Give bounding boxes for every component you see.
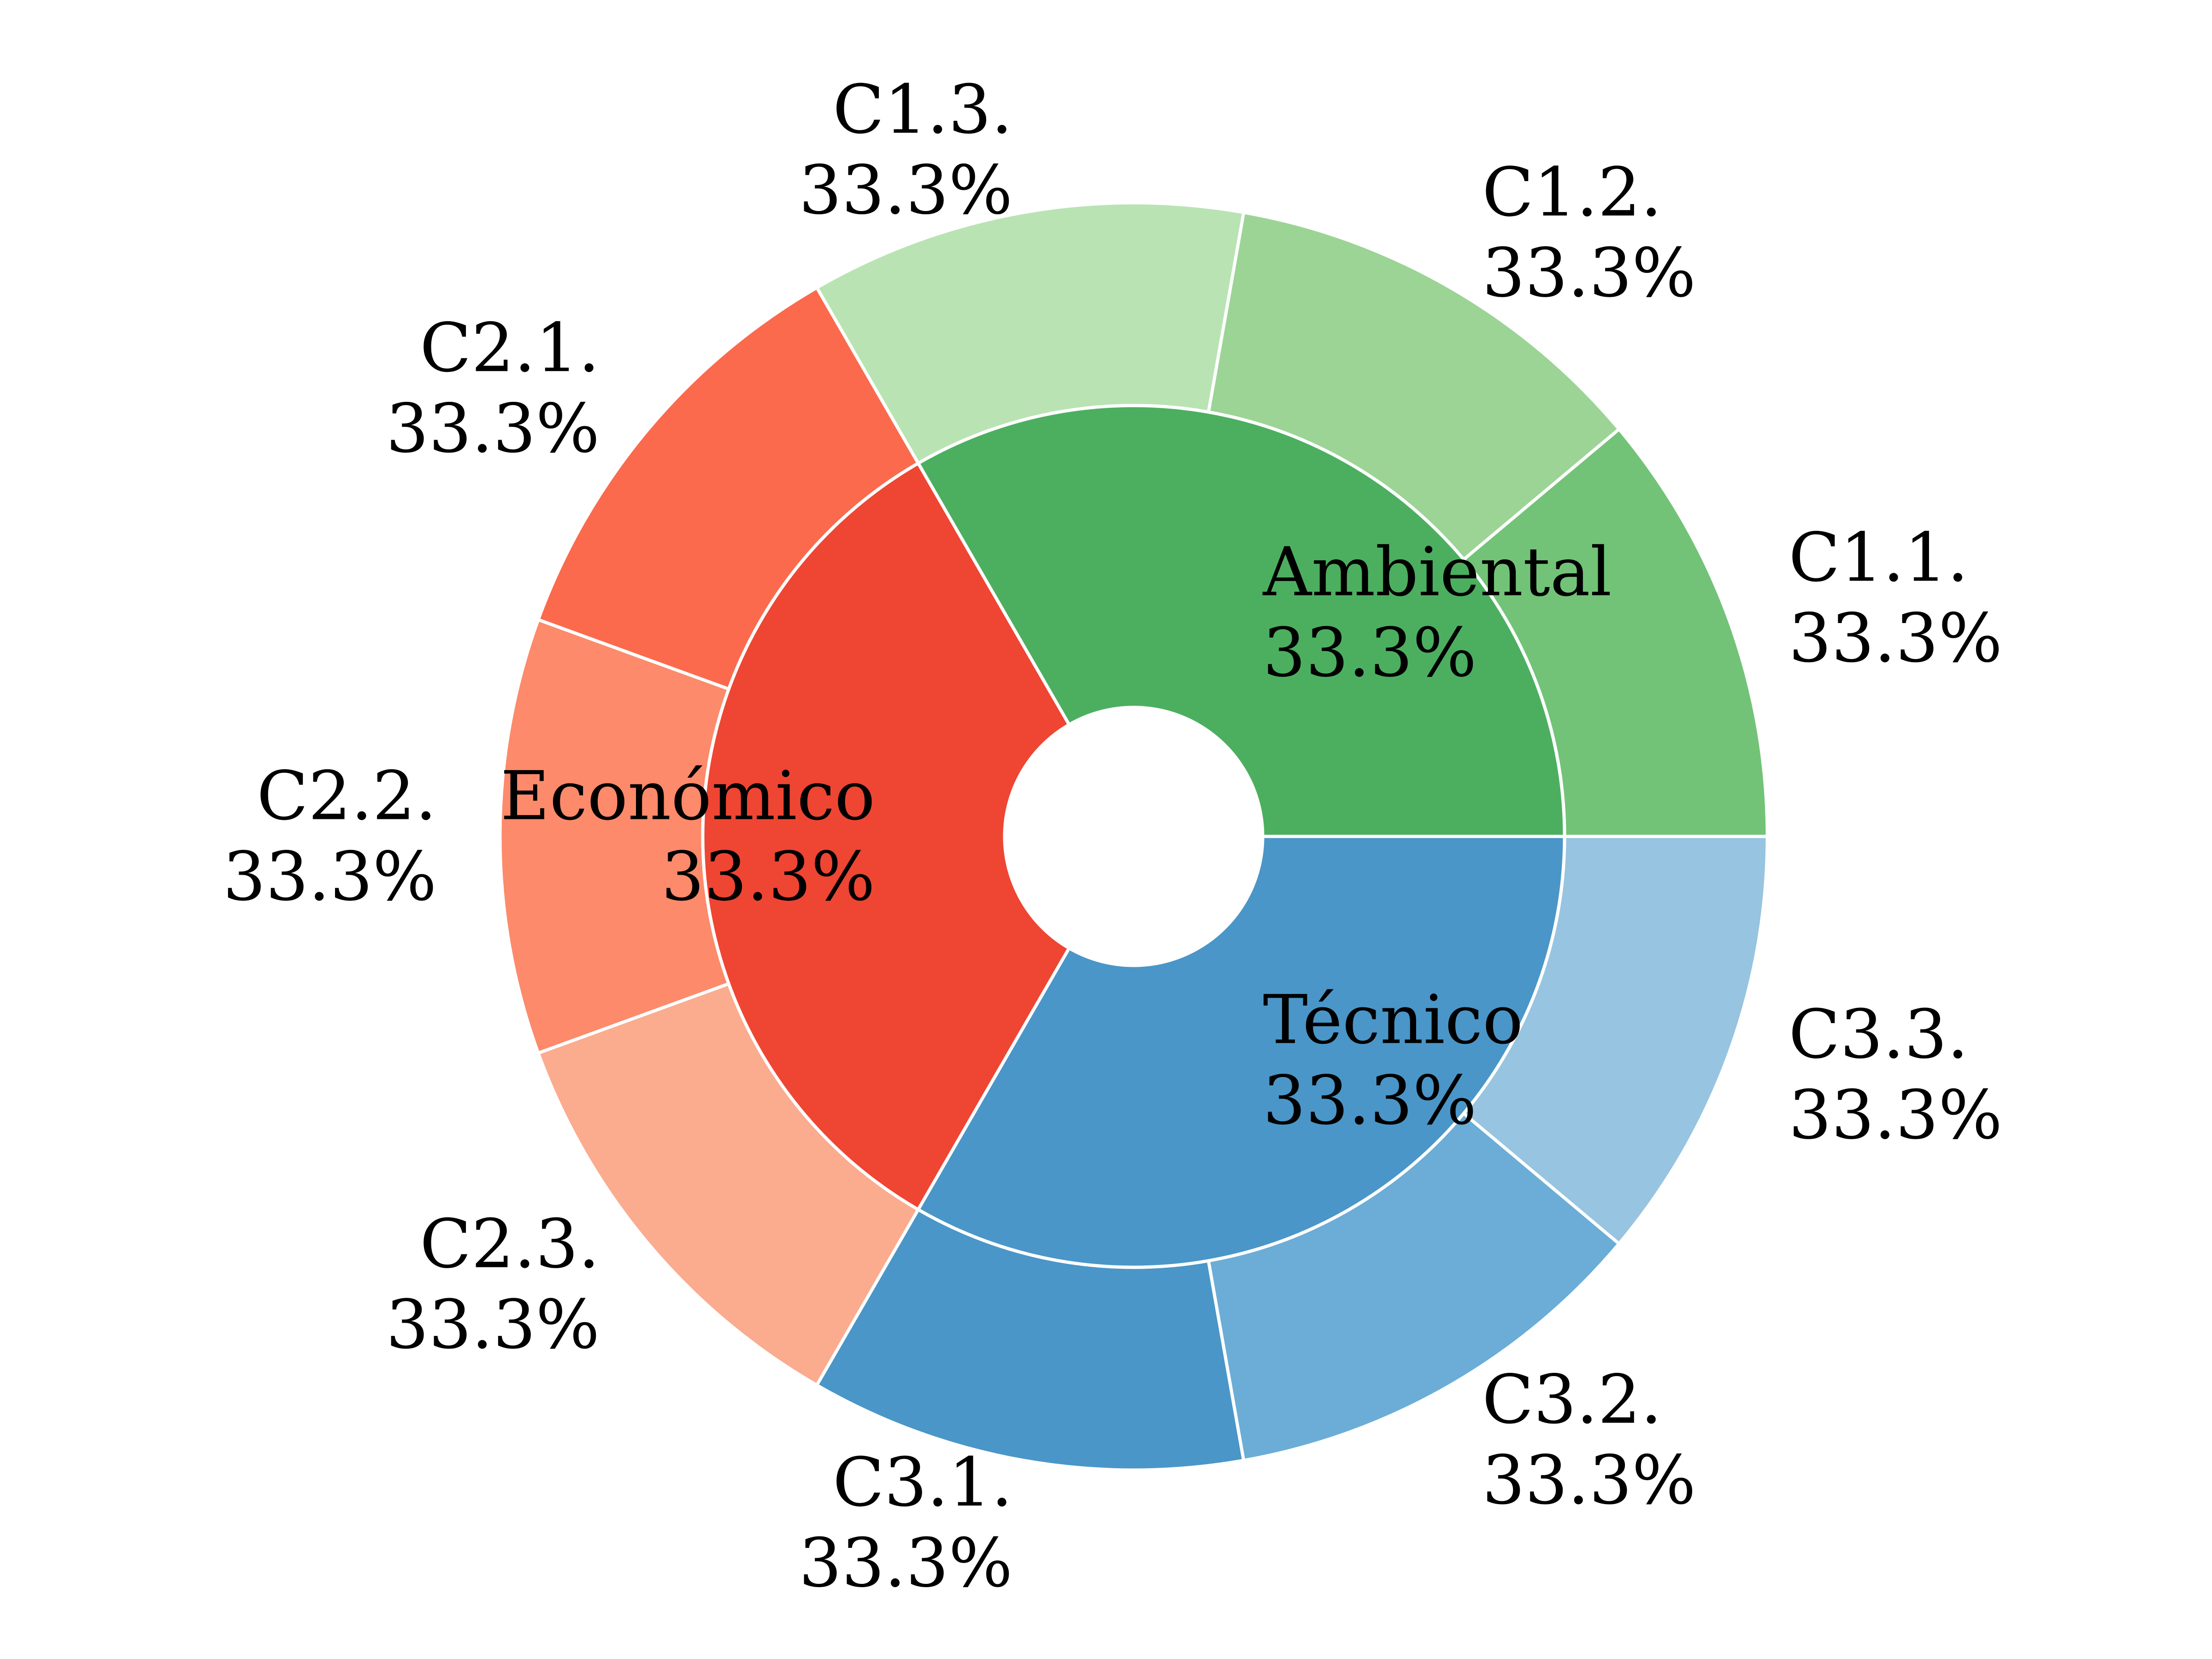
outer-label-c1-2-name: C1.2. — [1482, 153, 1662, 232]
inner-label-tecnico: Técnico 33.3% — [1263, 981, 1524, 1140]
outer-wedge-c2-2 — [498, 618, 731, 1055]
outer-label-c3-3-percent: 33.3% — [1788, 1076, 2002, 1154]
outer-label-c2-2: C2.2. 33.3% — [223, 757, 437, 916]
inner-label-economico-name: Económico — [500, 757, 875, 835]
outer-label-c2-2-name: C2.2. — [257, 757, 436, 835]
inner-wedge-economico — [701, 461, 1071, 1212]
outer-label-c1-1: C1.1. 33.3% — [1788, 518, 2002, 677]
outer-label-c2-3: C2.3. 33.3% — [386, 1205, 600, 1364]
inner-label-economico: Económico 33.3% — [500, 757, 875, 916]
outer-label-c2-3-percent: 33.3% — [386, 1286, 600, 1364]
inner-label-ambiental-percent: 33.3% — [1263, 614, 1477, 692]
inner-wedge-tecnico — [916, 835, 1566, 1269]
outer-label-c3-3: C3.3. 33.3% — [1788, 995, 2002, 1154]
outer-label-c3-1-name: C3.1. — [833, 1443, 1012, 1522]
outer-label-c1-1-percent: 33.3% — [1788, 599, 2002, 677]
outer-label-c2-1-percent: 33.3% — [386, 389, 600, 468]
outer-label-c1-3-name: C1.3. — [833, 71, 1012, 149]
outer-label-c2-3-name: C2.3. — [420, 1205, 600, 1283]
outer-label-c2-2-percent: 33.3% — [223, 838, 437, 916]
outer-label-c3-1-percent: 33.3% — [799, 1524, 1013, 1602]
outer-label-c2-1: C2.1. 33.3% — [386, 309, 600, 468]
outer-label-c3-2-percent: 33.3% — [1482, 1441, 1696, 1519]
outer-label-c1-3-percent: 33.3% — [799, 151, 1013, 229]
outer-label-c2-1-name: C2.1. — [420, 309, 600, 387]
inner-label-tecnico-name: Técnico — [1263, 981, 1524, 1059]
inner-wedge-ambiental — [916, 404, 1566, 838]
outer-label-c3-3-name: C3.3. — [1788, 995, 1968, 1074]
outer-label-c1-2: C1.2. 33.3% — [1482, 153, 1696, 312]
outer-label-c1-1-name: C1.1. — [1788, 518, 1968, 597]
inner-label-tecnico-percent: 33.3% — [1263, 1061, 1477, 1140]
inner-label-economico-percent: 33.3% — [661, 838, 875, 916]
outer-label-c3-2: C3.2. 33.3% — [1482, 1360, 1696, 1519]
inner-label-ambiental: Ambiental 33.3% — [1263, 533, 1612, 692]
outer-label-c1-2-percent: 33.3% — [1482, 234, 1696, 312]
inner-label-ambiental-name: Ambiental — [1263, 533, 1612, 612]
outer-label-c3-1: C3.1. 33.3% — [799, 1443, 1013, 1602]
outer-label-c1-3: C1.3. 33.3% — [799, 71, 1013, 229]
outer-label-c3-2-name: C3.2. — [1482, 1360, 1662, 1439]
